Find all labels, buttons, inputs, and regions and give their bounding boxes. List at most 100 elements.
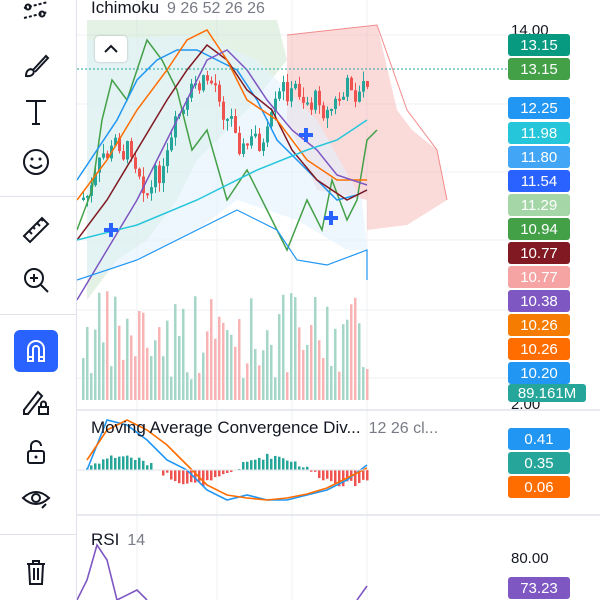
volume-bar bbox=[170, 377, 173, 400]
volume-bar bbox=[342, 324, 345, 400]
candle bbox=[170, 137, 173, 150]
candle bbox=[254, 134, 257, 137]
emoji-tool[interactable] bbox=[14, 142, 58, 182]
volume-bar bbox=[150, 356, 153, 400]
candle bbox=[82, 198, 85, 200]
volume-bar bbox=[154, 340, 157, 400]
macd-histogram-bar bbox=[270, 459, 273, 470]
zoom-in-icon bbox=[20, 264, 52, 296]
macd-histogram-bar bbox=[90, 465, 93, 470]
ichimoku-name: Ichimoku bbox=[91, 0, 159, 17]
rsi-name: RSI bbox=[91, 530, 119, 549]
macd-histogram-bar bbox=[274, 456, 277, 470]
volume-bar bbox=[298, 327, 301, 400]
remove-drawings-tool[interactable] bbox=[14, 552, 58, 592]
ruler-tool[interactable] bbox=[14, 210, 58, 250]
macd-histogram-bar bbox=[202, 470, 205, 486]
volume-bar bbox=[134, 356, 137, 400]
unlock-tool[interactable] bbox=[14, 432, 58, 472]
macd-histogram-bar bbox=[262, 460, 265, 470]
macd-legend[interactable]: Moving Average Convergence Div...12 26 c… bbox=[91, 418, 438, 438]
magnet-tool[interactable] bbox=[14, 330, 58, 372]
volume-bar bbox=[290, 293, 293, 400]
volume-bar bbox=[202, 353, 205, 400]
lock-drawings-tool[interactable] bbox=[14, 382, 58, 422]
price-tag: 10.77 bbox=[508, 242, 570, 264]
candle bbox=[298, 84, 301, 97]
macd-histogram-bar bbox=[326, 470, 329, 479]
volume-bar bbox=[274, 377, 277, 400]
volume-bar bbox=[294, 297, 297, 400]
candle bbox=[354, 90, 357, 101]
volume-bar bbox=[338, 372, 341, 400]
candle bbox=[346, 78, 349, 97]
macd-histogram-bar bbox=[126, 456, 129, 470]
volume-bar bbox=[366, 369, 369, 400]
candle bbox=[322, 105, 325, 118]
candle bbox=[166, 150, 169, 166]
price-tag: 11.80 bbox=[508, 146, 570, 168]
volume-bar bbox=[138, 311, 141, 400]
macd-histogram-bar bbox=[242, 462, 245, 470]
candle bbox=[246, 143, 249, 145]
magnet-icon bbox=[20, 335, 52, 367]
volume-bar bbox=[162, 356, 165, 400]
candle bbox=[146, 193, 149, 195]
volume-bar bbox=[126, 319, 129, 400]
candle bbox=[334, 99, 337, 109]
candle bbox=[338, 99, 341, 101]
unlock-icon bbox=[20, 436, 52, 468]
candle bbox=[206, 75, 209, 81]
macd-histogram-bar bbox=[258, 458, 261, 470]
price-tag: 13.15 bbox=[508, 58, 570, 80]
text-icon bbox=[20, 96, 52, 128]
volume-bar bbox=[130, 335, 133, 400]
price-tag: 10.38 bbox=[508, 290, 570, 312]
macd-histogram-bar bbox=[162, 470, 165, 476]
macd-histogram-bar bbox=[294, 461, 297, 470]
price-tag: 11.98 bbox=[508, 122, 570, 144]
volume-bar bbox=[194, 296, 197, 400]
price-tag: 10.94 bbox=[508, 218, 570, 240]
macd-histogram-bar bbox=[210, 470, 213, 480]
macd-histogram-bar bbox=[114, 458, 117, 470]
volume-bar bbox=[198, 373, 201, 400]
macd-histogram-bar bbox=[322, 470, 325, 480]
zoom-in-tool[interactable] bbox=[14, 260, 58, 300]
candle bbox=[226, 119, 229, 121]
brush-tool[interactable] bbox=[14, 46, 58, 86]
candle bbox=[158, 165, 161, 183]
macd-histogram-bar bbox=[222, 470, 225, 474]
volume-bar bbox=[146, 348, 149, 400]
collapse-legend-button[interactable] bbox=[95, 36, 127, 62]
price-tag: 10.26 bbox=[508, 314, 570, 336]
text-tool[interactable] bbox=[14, 92, 58, 132]
macd-histogram-bar bbox=[102, 459, 105, 470]
volume-bar bbox=[286, 372, 289, 400]
price-tag: 10.20 bbox=[508, 362, 570, 384]
volume-bar bbox=[158, 327, 161, 400]
candle bbox=[130, 141, 133, 157]
candle bbox=[222, 102, 225, 120]
trend-line-tool[interactable] bbox=[14, 0, 58, 34]
volume-bar bbox=[226, 330, 229, 400]
candle bbox=[214, 83, 217, 85]
candle bbox=[270, 112, 273, 126]
macd-histogram-bar bbox=[178, 470, 181, 483]
macd-histogram-bar bbox=[182, 470, 185, 484]
volume-bar bbox=[250, 298, 253, 400]
brush-icon bbox=[20, 50, 52, 82]
hide-drawings-tool[interactable] bbox=[14, 478, 58, 518]
volume-bar bbox=[186, 372, 189, 400]
volume-bar bbox=[118, 326, 121, 400]
macd-histogram-bar bbox=[342, 470, 345, 486]
macd-histogram-bar bbox=[330, 470, 333, 481]
volume-bar bbox=[110, 366, 113, 400]
volume-bars bbox=[82, 291, 369, 400]
candle bbox=[278, 91, 281, 98]
volume-bar bbox=[190, 379, 193, 400]
candle bbox=[134, 157, 137, 169]
